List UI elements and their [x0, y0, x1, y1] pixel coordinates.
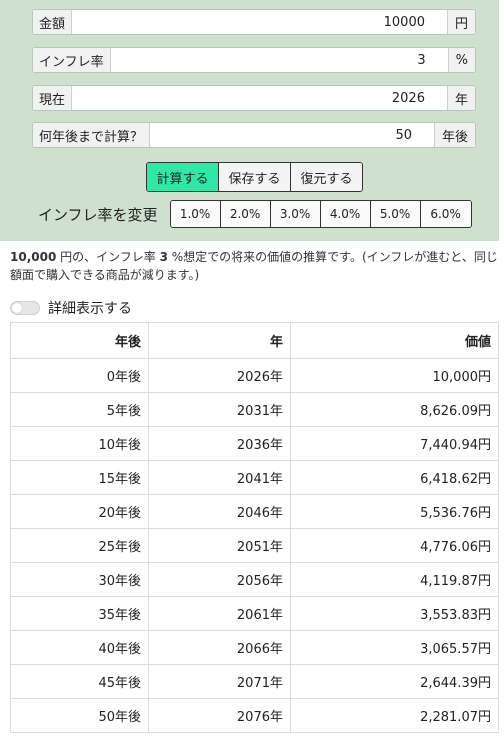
header-value: 価値 — [290, 322, 499, 359]
rate-option-6[interactable]: 6.0% — [420, 201, 471, 227]
cell-value: 2,281.07円 — [290, 698, 499, 733]
table-row: 5年後 2031年 8,626.09円 — [10, 392, 499, 427]
cell-years-after: 40年後 — [10, 630, 149, 665]
cell-year: 2051年 — [148, 528, 291, 563]
cell-years-after: 30年後 — [10, 562, 149, 597]
rate-change-row: インフレ率を変更 1.0% 2.0% 3.0% 4.0% 5.0% 6.0% — [38, 199, 472, 229]
cell-value: 5,536.76円 — [290, 494, 499, 529]
current-year-field: 現在 年 — [32, 85, 476, 111]
cell-year: 2041年 — [148, 460, 291, 495]
table-row: 35年後 2061年 3,553.83円 — [10, 596, 499, 631]
cell-years-after: 35年後 — [10, 596, 149, 631]
inflation-unit: % — [447, 48, 475, 72]
table-row: 10年後 2036年 7,440.94円 — [10, 426, 499, 461]
years-field: 何年後まで計算？ 年後 — [32, 122, 476, 148]
amount-unit: 円 — [446, 10, 475, 34]
years-unit: 年後 — [433, 123, 475, 147]
calculate-button[interactable]: 計算する — [147, 163, 219, 191]
table-row: 45年後 2071年 2,644.39円 — [10, 664, 499, 699]
cell-year: 2031年 — [148, 392, 291, 427]
restore-button[interactable]: 復元する — [291, 163, 362, 191]
cell-value: 6,418.62円 — [290, 460, 499, 495]
action-button-group: 計算する 保存する 復元する — [146, 162, 363, 192]
table-row: 30年後 2056年 4,119.87円 — [10, 562, 499, 597]
current-year-label: 現在 — [33, 86, 73, 110]
cell-year: 2066年 — [148, 630, 291, 665]
cell-year: 2056年 — [148, 562, 291, 597]
cell-year: 2026年 — [148, 358, 291, 393]
inflation-label: インフレ率 — [33, 48, 111, 72]
rate-option-3[interactable]: 3.0% — [270, 201, 321, 227]
description-amount: 10,000 — [10, 250, 57, 264]
input-panel: 金額 円 インフレ率 % 現在 年 何年後まで計算？ 年後 計算する 保存する … — [0, 0, 499, 241]
cell-years-after: 45年後 — [10, 664, 149, 699]
result-description: 10,000 円の、インフレ率 3 %想定での将来の価値の推算です。(インフレが… — [10, 248, 502, 284]
description-part2: %想定での将来の価値の推算です。(インフレが進むと、同じ額面で購入できる商品が減… — [10, 250, 498, 282]
cell-years-after: 50年後 — [10, 698, 149, 733]
header-years-after: 年後 — [10, 322, 149, 359]
cell-value: 4,119.87円 — [290, 562, 499, 597]
cell-value: 2,644.39円 — [290, 664, 499, 699]
detail-toggle-row: 詳細表示する — [10, 298, 132, 318]
save-button[interactable]: 保存する — [219, 163, 291, 191]
description-part1: 円の、インフレ率 — [56, 250, 160, 264]
years-label: 何年後まで計算？ — [33, 123, 151, 147]
amount-input[interactable] — [72, 10, 447, 34]
rate-option-5[interactable]: 5.0% — [370, 201, 421, 227]
years-input[interactable] — [150, 123, 434, 147]
cell-year: 2076年 — [148, 698, 291, 733]
cell-years-after: 25年後 — [10, 528, 149, 563]
cell-value: 7,440.94円 — [290, 426, 499, 461]
cell-year: 2061年 — [148, 596, 291, 631]
amount-field: 金額 円 — [32, 9, 476, 35]
rate-option-1[interactable]: 1.0% — [170, 201, 221, 227]
header-year: 年 — [148, 322, 291, 359]
table-row: 50年後 2076年 2,281.07円 — [10, 698, 499, 733]
table-row: 20年後 2046年 5,536.76円 — [10, 494, 499, 529]
cell-years-after: 5年後 — [10, 392, 149, 427]
cell-years-after: 0年後 — [10, 358, 149, 393]
cell-value: 8,626.09円 — [290, 392, 499, 427]
table-row: 25年後 2051年 4,776.06円 — [10, 528, 499, 563]
rate-option-4[interactable]: 4.0% — [320, 201, 371, 227]
table-row: 40年後 2066年 3,065.57円 — [10, 630, 499, 665]
cell-value: 3,065.57円 — [290, 630, 499, 665]
detail-toggle-label: 詳細表示する — [48, 301, 132, 317]
detail-toggle-switch[interactable] — [10, 301, 40, 315]
description-rate: 3 — [159, 250, 168, 264]
current-year-unit: 年 — [446, 86, 475, 110]
cell-year: 2071年 — [148, 664, 291, 699]
cell-value: 10,000円 — [290, 358, 499, 393]
cell-value: 3,553.83円 — [290, 596, 499, 631]
cell-value: 4,776.06円 — [290, 528, 499, 563]
table-row: 15年後 2041年 6,418.62円 — [10, 460, 499, 495]
cell-year: 2036年 — [148, 426, 291, 461]
inflation-field: インフレ率 % — [32, 47, 476, 73]
cell-years-after: 15年後 — [10, 460, 149, 495]
rate-button-group: 1.0% 2.0% 3.0% 4.0% 5.0% 6.0% — [169, 200, 472, 228]
value-table: 年後 年 価値 0年後 2026年 10,000円 5年後 2031年 8,626.09… — [10, 322, 499, 733]
cell-years-after: 10年後 — [10, 426, 149, 461]
current-year-input[interactable] — [72, 86, 447, 110]
cell-years-after: 20年後 — [10, 494, 149, 529]
table-header-row: 年後 年 価値 — [10, 322, 499, 359]
rate-change-title: インフレ率を変更 — [38, 205, 158, 224]
table-row: 0年後 2026年 10,000円 — [10, 358, 499, 393]
inflation-input[interactable] — [110, 48, 448, 72]
toggle-knob — [12, 303, 22, 313]
rate-option-2[interactable]: 2.0% — [220, 201, 271, 227]
amount-label: 金額 — [33, 10, 73, 34]
cell-year: 2046年 — [148, 494, 291, 529]
